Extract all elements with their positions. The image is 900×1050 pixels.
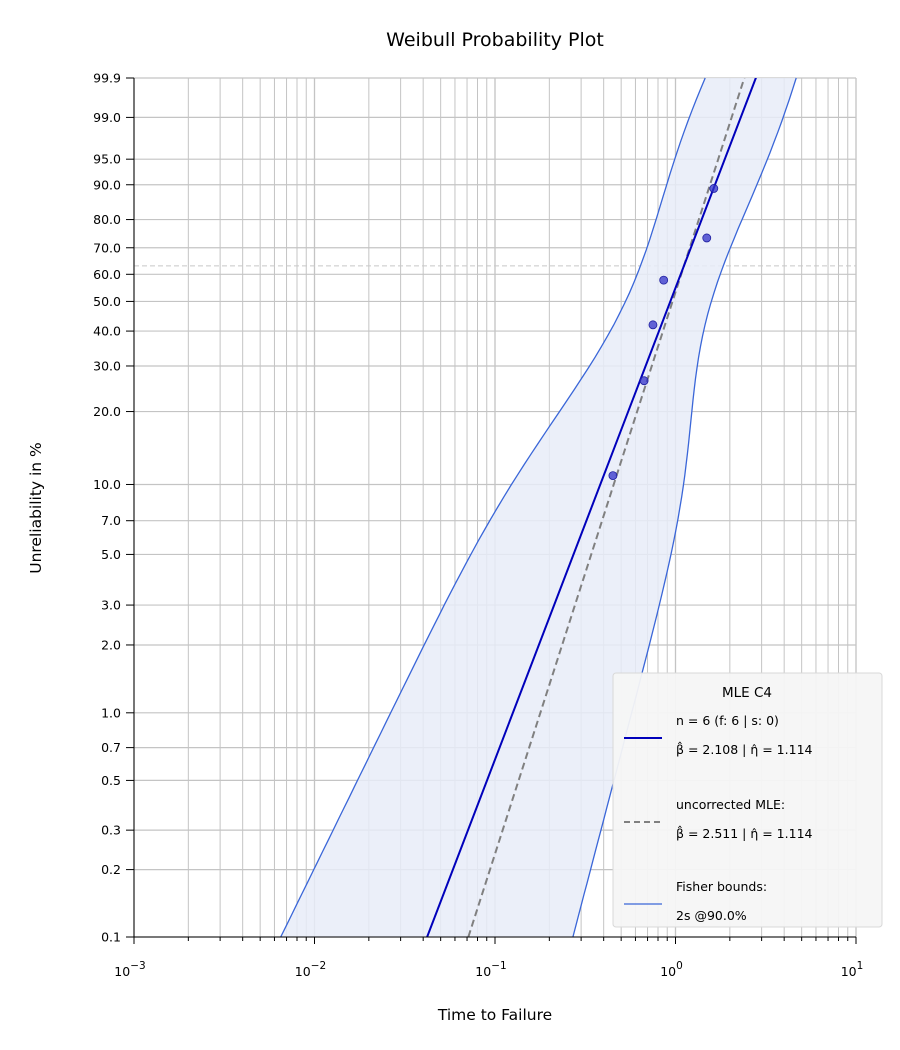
y-tick-label: 99.0: [93, 110, 121, 125]
y-tick-label: 0.5: [101, 773, 121, 788]
chart-title: Weibull Probability Plot: [386, 29, 604, 51]
data-point: [648, 320, 658, 330]
legend-entry-line2: β̂ = 2.511 | η̂ = 1.114: [676, 825, 813, 841]
y-tick-label: 90.0: [93, 177, 121, 192]
y-tick-label: 0.1: [101, 930, 121, 945]
y-tick-label: 2.0: [101, 637, 121, 652]
y-tick-label: 40.0: [93, 324, 121, 339]
y-tick-label: 95.0: [93, 152, 121, 167]
y-tick-label: 70.0: [93, 240, 121, 255]
mle-c4-fit-line: [426, 78, 757, 937]
x-tick-label: 100: [660, 960, 683, 979]
y-tick-label: 1.0: [101, 705, 121, 720]
fisher-upper-bound-line: [280, 77, 706, 938]
y-tick-label: 7.0: [101, 513, 121, 528]
y-tick-label: 3.0: [101, 598, 121, 613]
uncorrected-mle-line: [467, 78, 746, 937]
data-point: [639, 376, 649, 386]
y-tick-label: 5.0: [101, 547, 121, 562]
y-tick-label: 60.0: [93, 267, 121, 282]
y-tick-label: 0.3: [101, 823, 121, 838]
y-tick-label: 0.7: [101, 740, 121, 755]
legend-entry-line2: β̂ = 2.108 | η̂ = 1.114: [676, 741, 813, 757]
y-tick-label: 10.0: [93, 477, 121, 492]
x-tick-label: 10−3: [114, 960, 145, 979]
y-tick-label: 80.0: [93, 212, 121, 227]
x-tick-label: 10−2: [295, 960, 326, 979]
y-tick-label: 99.9: [93, 71, 121, 86]
fisher-lower-bound-line: [572, 77, 797, 938]
y-tick-label: 20.0: [93, 404, 121, 419]
data-point: [608, 471, 618, 481]
data-point: [659, 275, 669, 285]
legend-box: [612, 672, 883, 928]
x-tick-label: 10−1: [475, 960, 506, 979]
data-point: [702, 233, 712, 243]
legend: MLE C4 n = 6 (f: 6 | s: 0) β̂ = 2.108 | η̂…: [612, 672, 883, 928]
y-tick-label: 0.2: [101, 862, 121, 877]
x-tick-label: 101: [841, 960, 864, 979]
x-axis-label: Time to Failure: [437, 1006, 552, 1024]
legend-entry-line1: uncorrected MLE:: [676, 797, 785, 812]
legend-title: MLE C4: [722, 685, 772, 701]
y-tick-label: 30.0: [93, 358, 121, 373]
fisher-bounds-band: [280, 78, 797, 937]
data-point: [709, 184, 719, 193]
legend-entry-line2: 2s @90.0%: [676, 908, 747, 923]
legend-entry-line1: n = 6 (f: 6 | s: 0): [676, 713, 779, 728]
y-tick-label: 50.0: [93, 294, 121, 309]
legend-entry-line1: Fisher bounds:: [676, 879, 767, 894]
y-axis-label: Unreliability in %: [27, 442, 45, 574]
